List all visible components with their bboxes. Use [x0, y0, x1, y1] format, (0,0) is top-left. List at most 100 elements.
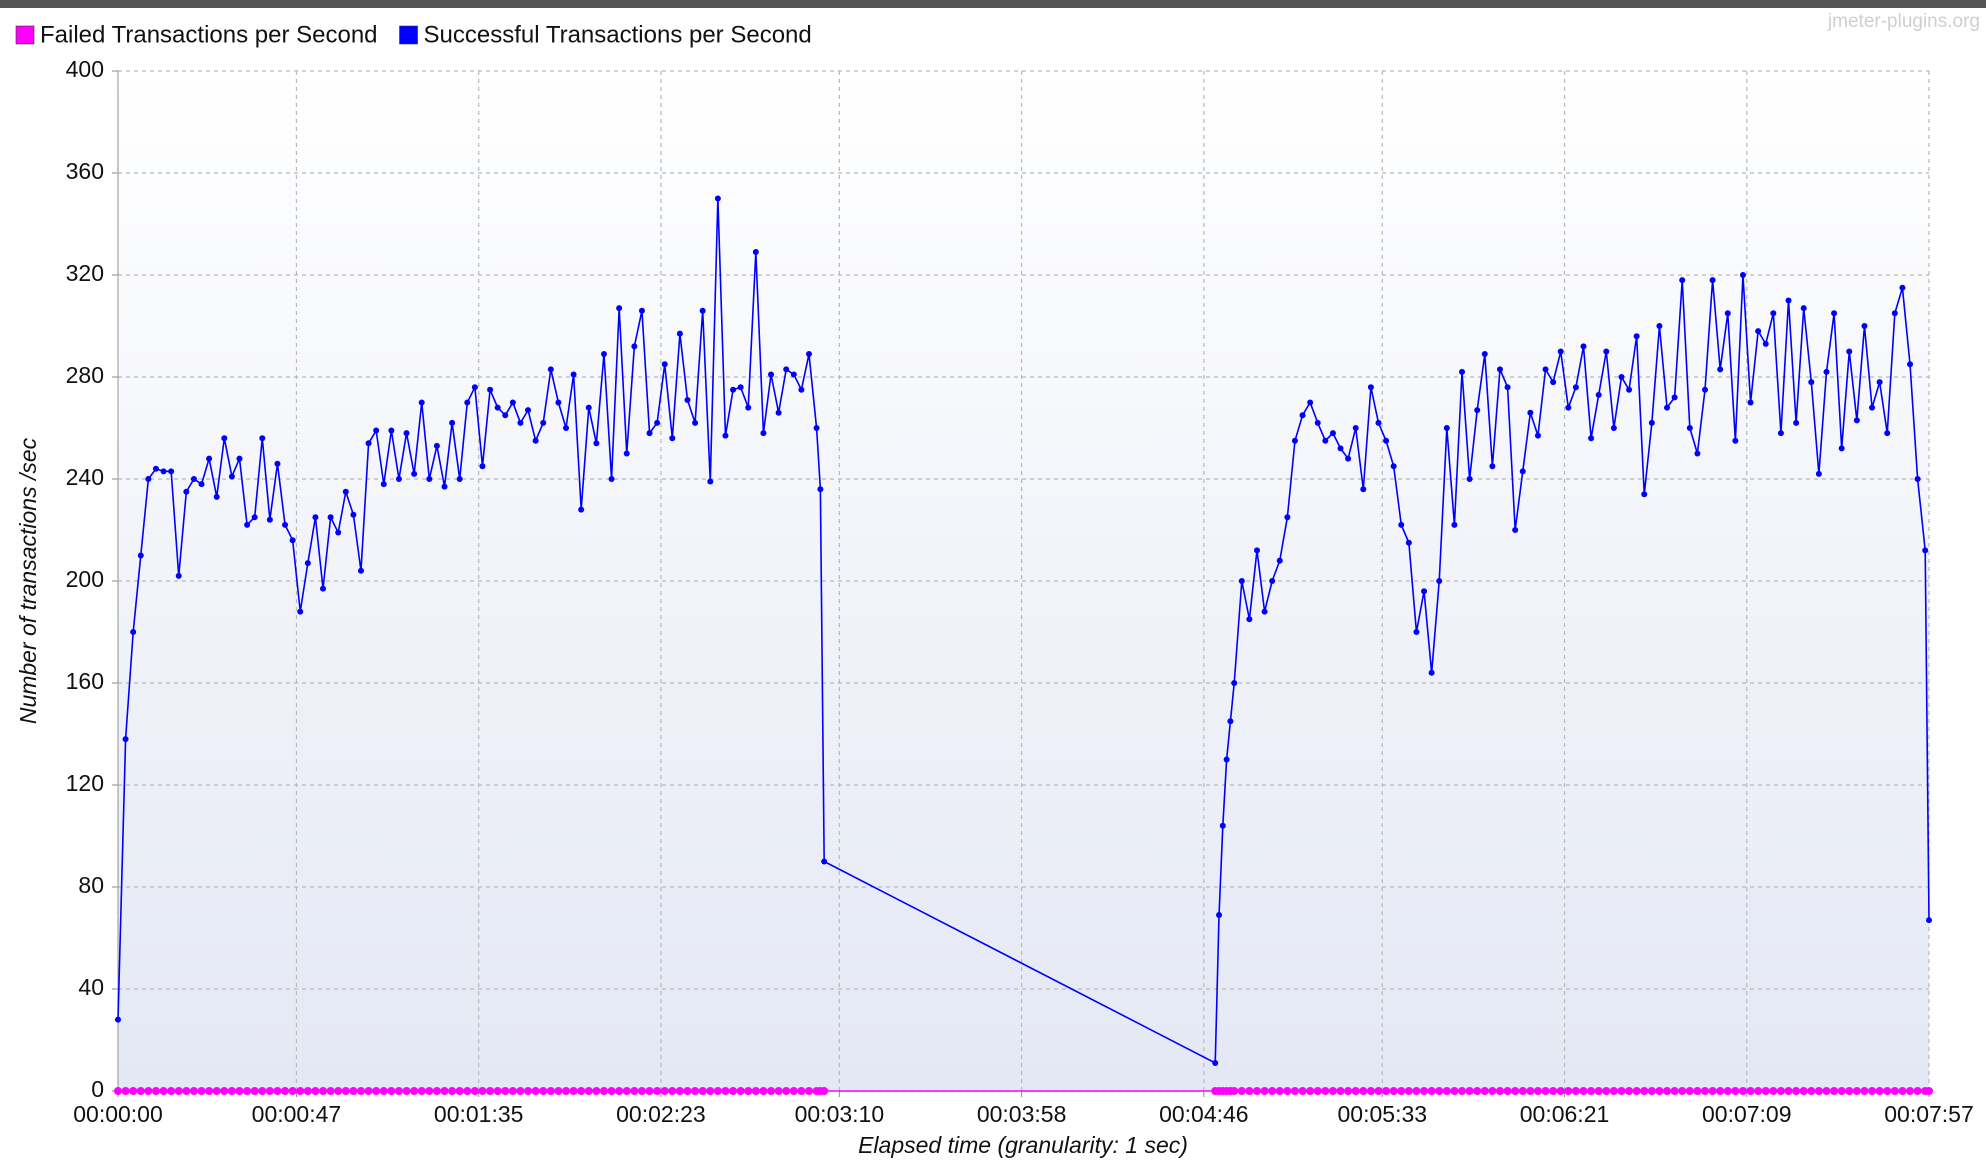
data-point	[1496, 366, 1503, 373]
data-point	[250, 1087, 259, 1095]
data-point	[1846, 348, 1853, 355]
data-point	[1769, 1087, 1778, 1095]
data-point	[1572, 384, 1579, 391]
data-point	[1899, 284, 1906, 291]
y-axis-title: Number of transactions /sec	[15, 437, 41, 724]
data-point	[1808, 379, 1815, 386]
data-point	[1815, 470, 1822, 477]
data-point	[797, 1087, 806, 1095]
data-point	[411, 470, 418, 477]
data-point	[334, 1087, 343, 1095]
data-point	[540, 419, 547, 426]
data-point	[365, 440, 372, 447]
data-point	[1633, 333, 1640, 340]
legend: Failed Transactions per Second Successful…	[15, 21, 812, 48]
data-point	[1550, 379, 1557, 386]
data-point	[425, 1087, 434, 1095]
data-point	[464, 399, 471, 406]
data-point	[1383, 437, 1390, 444]
data-point	[136, 1087, 145, 1095]
data-point	[721, 1087, 730, 1095]
data-point	[1428, 669, 1435, 676]
data-point	[630, 1087, 639, 1095]
data-point	[1655, 1087, 1664, 1095]
data-point	[752, 249, 759, 256]
data-point	[1549, 1087, 1558, 1095]
data-point	[115, 1016, 121, 1023]
data-point	[1480, 1087, 1489, 1095]
data-point	[570, 371, 577, 378]
data-point	[1337, 445, 1344, 452]
data-point	[509, 399, 516, 406]
data-point	[1344, 1087, 1353, 1095]
x-tick-label: 00:03:58	[977, 1101, 1067, 1127]
y-tick-label: 240	[66, 464, 104, 490]
grid: 0 40 80 120 160 200 240 280 320 360 400 00:00:00 00:…	[66, 56, 1974, 1127]
data-point	[1694, 450, 1701, 457]
data-point	[1306, 1087, 1315, 1095]
data-point	[1594, 1087, 1603, 1095]
data-point	[1580, 343, 1587, 350]
data-point	[1435, 1087, 1444, 1095]
data-point	[1307, 399, 1314, 406]
data-point	[228, 473, 235, 480]
data-point	[1876, 379, 1883, 386]
data-point	[1533, 1087, 1542, 1095]
data-point	[729, 1087, 738, 1095]
data-point	[183, 488, 190, 495]
data-point	[1656, 323, 1663, 329]
data-point	[282, 521, 289, 528]
data-point	[546, 1087, 555, 1095]
data-point	[1663, 1087, 1672, 1095]
data-point	[197, 1087, 206, 1095]
data-point	[547, 366, 554, 373]
y-tick-label: 320	[66, 260, 104, 286]
data-point	[1458, 1087, 1467, 1095]
data-point	[1755, 328, 1762, 335]
data-point	[206, 455, 213, 462]
data-point	[767, 1087, 776, 1095]
data-point	[760, 430, 767, 437]
data-point	[783, 366, 790, 373]
data-point	[516, 1087, 525, 1095]
data-point	[1925, 1087, 1933, 1095]
data-point	[782, 1087, 791, 1095]
data-point	[402, 1087, 411, 1095]
data-point	[373, 427, 380, 434]
data-point	[1770, 310, 1777, 317]
data-point	[213, 493, 220, 500]
data-point	[502, 412, 509, 419]
y-tick-label: 120	[66, 770, 104, 796]
data-point	[122, 736, 129, 743]
data-point	[372, 1087, 381, 1095]
data-point	[1926, 917, 1932, 924]
data-point	[1890, 1087, 1899, 1095]
data-point	[1219, 822, 1226, 829]
x-tick-label: 00:07:57	[1884, 1101, 1974, 1127]
data-point	[1625, 1087, 1634, 1095]
data-point	[1519, 468, 1526, 475]
x-tick-label: 00:00:47	[252, 1101, 342, 1127]
data-point	[1313, 1087, 1322, 1095]
data-point	[1283, 1087, 1292, 1095]
data-point	[1390, 463, 1397, 470]
data-point	[1518, 1087, 1527, 1095]
data-point	[281, 1087, 290, 1095]
data-point	[387, 1087, 396, 1095]
y-tick-label: 0	[91, 1076, 104, 1102]
data-point	[751, 1087, 760, 1095]
data-point	[1664, 404, 1671, 411]
data-point	[327, 514, 334, 521]
data-point	[638, 307, 645, 314]
data-point	[1465, 1087, 1474, 1095]
data-point	[388, 427, 395, 434]
data-point	[1785, 297, 1792, 304]
data-point	[524, 1087, 533, 1095]
data-point	[137, 552, 144, 559]
y-tick-label: 160	[66, 668, 104, 694]
data-point	[1389, 1087, 1398, 1095]
data-point	[1717, 366, 1724, 373]
data-point	[258, 1087, 267, 1095]
data-point	[1724, 310, 1731, 317]
watermark: jmeter-plugins.org	[1827, 11, 1980, 32]
